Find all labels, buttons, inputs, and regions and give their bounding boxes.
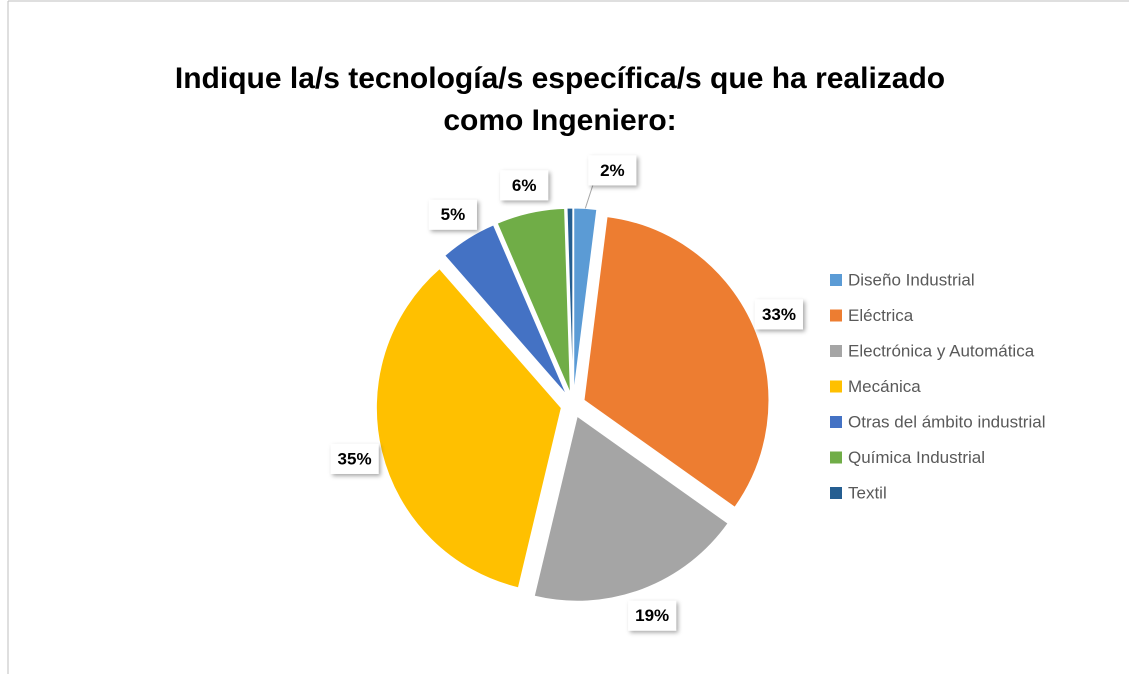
pie-slice	[444, 224, 568, 396]
pie-slice	[583, 216, 770, 508]
data-label: 33%	[762, 305, 796, 324]
legend-swatch	[830, 451, 842, 464]
label-box	[754, 299, 803, 330]
pie-slice	[375, 267, 562, 589]
data-label: 19%	[635, 606, 669, 625]
data-label: 35%	[338, 449, 372, 468]
data-label: 6%	[512, 176, 537, 195]
data-label: 2%	[600, 161, 625, 180]
pie-slice	[533, 415, 729, 602]
legend-label: Electrónica y Automática	[848, 341, 1035, 360]
legend-label: Química Industrial	[848, 448, 985, 467]
legend-swatch	[830, 274, 842, 286]
pie-slice	[496, 207, 571, 394]
data-label: 5%	[441, 205, 466, 224]
label-box	[588, 155, 637, 186]
chart-title: Indique la/s tecnología/s específica/s q…	[175, 62, 945, 137]
label-box	[628, 600, 677, 631]
legend-swatch	[830, 487, 842, 499]
legend-label: Textil	[848, 483, 887, 502]
legend-label: Mecánica	[848, 377, 921, 396]
legend-label: Eléctrica	[848, 306, 914, 325]
legend-swatch	[830, 345, 842, 357]
legend-swatch	[830, 380, 842, 393]
legend-swatch	[830, 416, 842, 428]
label-box	[330, 443, 379, 474]
legend-label: Otras del ámbito industrial	[848, 412, 1045, 431]
label-box	[428, 199, 477, 230]
legend-swatch	[830, 309, 842, 322]
pie-slice	[566, 207, 574, 394]
label-box	[500, 170, 549, 201]
legend-label: Diseño Industrial	[848, 270, 975, 289]
